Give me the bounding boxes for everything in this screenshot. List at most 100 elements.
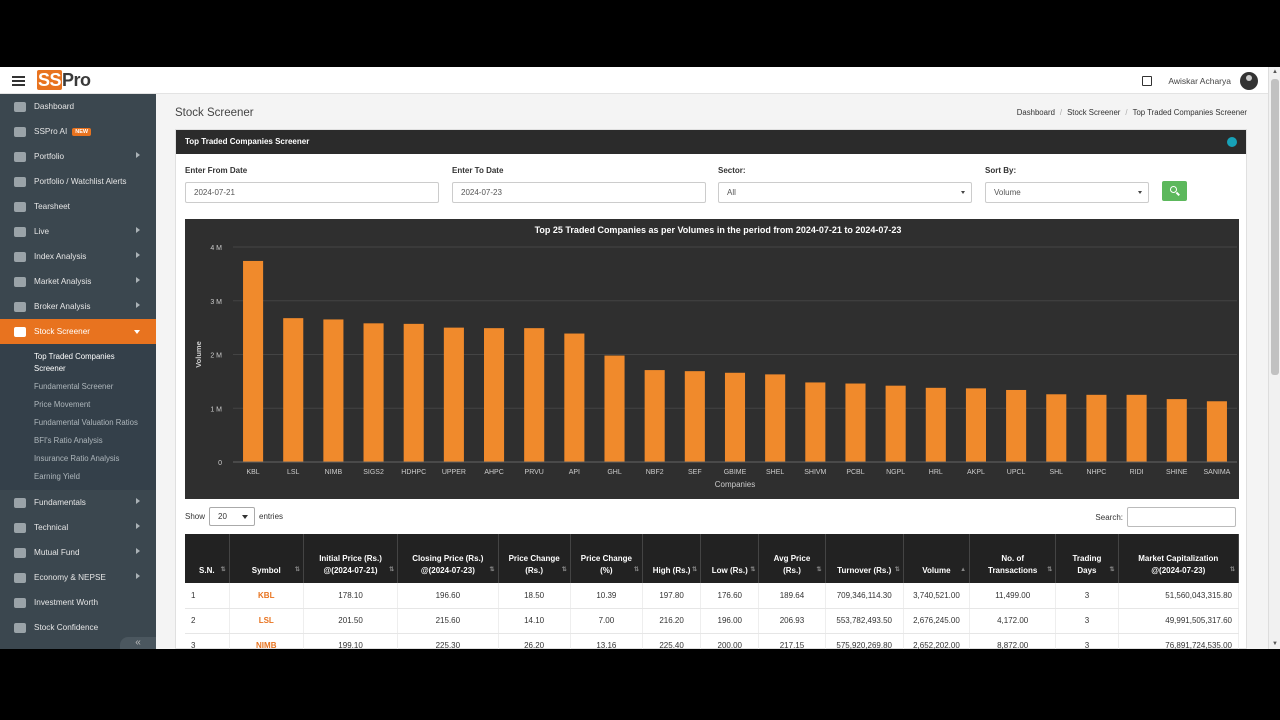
- scroll-up-icon[interactable]: ▲: [1272, 69, 1278, 75]
- page-length-select[interactable]: 20: [209, 507, 256, 526]
- chevron-right-icon: [136, 573, 140, 579]
- submenu-item[interactable]: Insurance Ratio Analysis: [34, 454, 120, 463]
- column-header[interactable]: Low (Rs.) ⇅: [700, 534, 760, 583]
- sort-select[interactable]: Volume: [985, 182, 1149, 203]
- sidebar-item-broker-analysis[interactable]: Broker Analysis: [0, 294, 156, 319]
- breadcrumb-dashboard[interactable]: Dashboard: [1016, 108, 1055, 117]
- chart-svg: Top 25 Traded Companies as per Volumes i…: [194, 225, 1237, 489]
- column-header[interactable]: S.N. ⇅: [185, 534, 230, 583]
- table-cell: 216.20: [642, 608, 702, 634]
- symbol-link[interactable]: NIMB: [229, 633, 304, 649]
- sidebar-item-label: Market Analysis: [34, 277, 92, 286]
- bank-icon: [14, 572, 26, 583]
- chevron-down-icon: [961, 191, 965, 194]
- table-cell: 4,172.00: [969, 608, 1057, 634]
- info-icon[interactable]: [1227, 137, 1237, 147]
- breadcrumb-stock-screener[interactable]: Stock Screener: [1067, 108, 1121, 117]
- table-cell: 3: [1055, 583, 1119, 609]
- submenu-item[interactable]: BFI's Ratio Analysis: [34, 436, 103, 445]
- column-header-label: Symbol: [251, 566, 281, 575]
- from-date-label: Enter From Date: [185, 166, 248, 175]
- to-date-input[interactable]: 2024-07-23: [452, 182, 706, 203]
- column-header[interactable]: Closing Price (Rs.) @(2024-07-23) ⇅: [397, 534, 499, 583]
- column-header[interactable]: Volume ▲: [903, 534, 971, 583]
- column-header[interactable]: High (Rs.) ⇅: [642, 534, 702, 583]
- sidebar-item-live[interactable]: Live: [0, 219, 156, 244]
- sidebar-item-label: Broker Analysis: [34, 302, 91, 311]
- symbol-link[interactable]: LSL: [229, 608, 304, 634]
- sidebar-item-investment-worth[interactable]: Investment Worth: [0, 590, 156, 615]
- symbol-link[interactable]: KBL: [229, 583, 304, 609]
- sidebar-item-portfolio[interactable]: Portfolio: [0, 144, 156, 169]
- column-header-label: Volume: [922, 566, 951, 575]
- from-date-input[interactable]: 2024-07-21: [185, 182, 439, 203]
- table-cell: 178.10: [303, 583, 399, 609]
- user-name[interactable]: Awiskar Acharya: [1168, 75, 1231, 86]
- sidebar-item-dashboard[interactable]: Dashboard: [0, 94, 156, 119]
- search-label: Search:: [1095, 512, 1123, 522]
- scrollbar-thumb[interactable]: [1271, 79, 1279, 375]
- sidebar-item-label: Portfolio / Watchlist Alerts: [34, 177, 127, 186]
- collapse-sidebar-button[interactable]: «: [120, 637, 156, 649]
- column-header[interactable]: Initial Price (Rs.) @(2024-07-21) ⇅: [303, 534, 399, 583]
- companies-table: S.N. ⇅ Symbol ⇅ Initial Price (Rs.) @(2024-0…: [185, 534, 1240, 649]
- table-cell: 76,891,724,535.00: [1118, 633, 1240, 649]
- submenu-item[interactable]: Price Movement: [34, 400, 91, 409]
- home-icon: [14, 101, 26, 112]
- y-tick-label: 2 M: [210, 353, 222, 360]
- x-tick-label: API: [569, 469, 580, 476]
- sidebar-item-label: Mutual Fund: [34, 548, 80, 557]
- scroll-down-icon[interactable]: ▼: [1272, 641, 1278, 647]
- menu-icon[interactable]: [12, 76, 25, 86]
- sidebar-item-fundamentals[interactable]: Fundamentals: [0, 490, 156, 515]
- table-search-input[interactable]: [1127, 507, 1236, 527]
- table-cell: 51,560,043,315.80: [1118, 583, 1240, 609]
- column-header[interactable]: Trading Days ⇅: [1055, 534, 1119, 583]
- calculator-icon: [14, 597, 26, 608]
- column-header[interactable]: No. of Transactions ⇅: [969, 534, 1057, 583]
- sort-icon: ⇅: [561, 567, 567, 573]
- x-tick-label: AHPC: [484, 469, 503, 476]
- sidebar-item-label: Investment Worth: [34, 598, 99, 607]
- sidebar: Dashboard SSPro AI NEW Portfolio Portfolio /…: [0, 94, 156, 649]
- column-header-label: Trading Days: [1072, 554, 1102, 575]
- column-header[interactable]: Price Change (Rs.) ⇅: [498, 534, 571, 583]
- submenu-item[interactable]: Top Traded Companies Screener: [34, 352, 115, 373]
- column-header[interactable]: Market Capitalization @(2024-07-23) ⇅: [1118, 534, 1240, 583]
- table-cell: 225.40: [642, 633, 702, 649]
- sidebar-item-stock-screener[interactable]: Stock Screener: [0, 319, 156, 344]
- submenu-item[interactable]: Fundamental Screener: [34, 382, 114, 391]
- column-header[interactable]: Avg Price (Rs.) ⇅: [758, 534, 826, 583]
- submenu-item[interactable]: Fundamental Valuation Ratios: [34, 418, 138, 427]
- column-header[interactable]: Turnover (Rs.) ⇅: [825, 534, 904, 583]
- main-content: Stock Screener Dashboard / Stock Screene…: [156, 94, 1268, 649]
- bar-nbf2: [644, 370, 665, 462]
- sidebar-item-economy-nepse[interactable]: Economy & NEPSE: [0, 565, 156, 590]
- column-header[interactable]: Price Change (%) ⇅: [570, 534, 643, 583]
- sidebar-item-mutual-fund[interactable]: Mutual Fund: [0, 540, 156, 565]
- tablet-icon[interactable]: [1142, 75, 1153, 86]
- sort-icon: ⇅: [389, 567, 395, 573]
- avatar[interactable]: [1240, 71, 1258, 90]
- sidebar-item-tearsheet[interactable]: Tearsheet: [0, 194, 156, 219]
- chart-title: Top 25 Traded Companies as per Volumes i…: [535, 225, 902, 235]
- page-scrollbar[interactable]: ▲ ▼: [1268, 67, 1280, 649]
- app-window: SSPro Awiskar Acharya Dashboard SSPro AI N…: [0, 67, 1280, 649]
- sidebar-item-label: Stock Screener: [34, 327, 90, 336]
- search-button[interactable]: [1162, 181, 1187, 201]
- table-cell: 1: [185, 583, 230, 609]
- show-label: Show: [185, 512, 206, 521]
- column-header[interactable]: Symbol ⇅: [229, 534, 304, 583]
- sidebar-item-label: Stock Confidence: [34, 623, 99, 632]
- sidebar-item-technical[interactable]: Technical: [0, 515, 156, 540]
- table-cell: 14.10: [498, 608, 571, 634]
- sidebar-item-portfolio-watchlist-alerts[interactable]: Portfolio / Watchlist Alerts: [0, 169, 156, 194]
- sidebar-item-index-analysis[interactable]: Index Analysis: [0, 244, 156, 269]
- submenu-item[interactable]: Earning Yield: [34, 472, 80, 481]
- table-cell: 196.60: [397, 583, 499, 609]
- logo[interactable]: SSPro: [37, 70, 91, 90]
- sidebar-item-market-analysis[interactable]: Market Analysis: [0, 269, 156, 294]
- sector-select[interactable]: All: [718, 182, 972, 203]
- sidebar-item-sspro-ai[interactable]: SSPro AI NEW: [0, 119, 156, 144]
- sidebar-item-stock-confidence[interactable]: Stock Confidence: [0, 615, 156, 640]
